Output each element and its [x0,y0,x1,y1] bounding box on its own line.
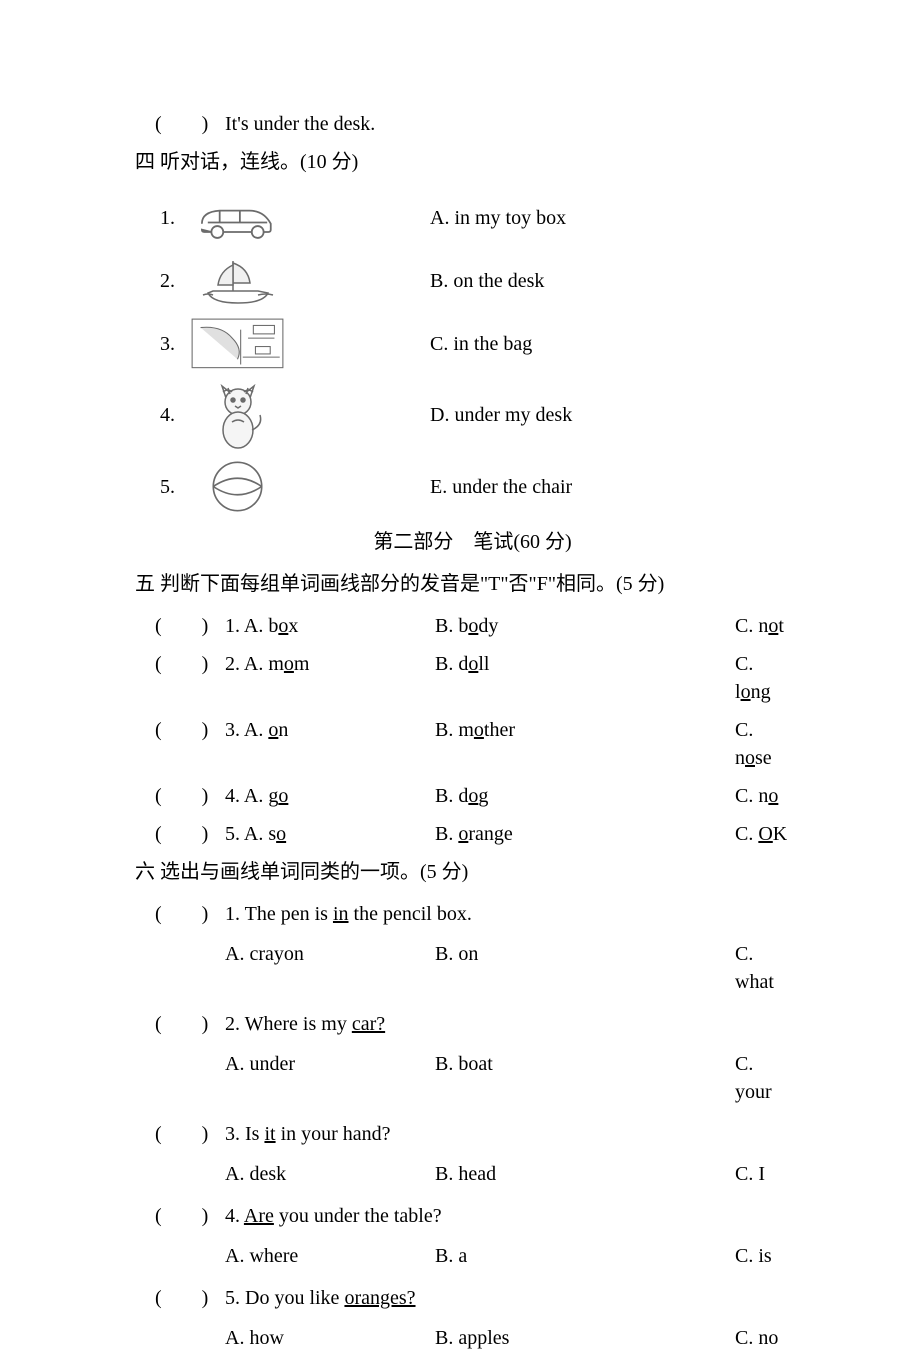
q6-options: A. howB. applesC. no [155,1324,790,1352]
match-row: 2. B. on the desk [155,253,790,308]
q5-row: ( )3. A. onB. motherC. nose [155,716,790,772]
option-a: 2. A. mom [225,650,435,706]
match-answer: A. in my toy box [430,204,790,232]
q6-question: ( )2. Where is my car? [155,1010,790,1038]
option-b: B. doll [435,650,735,706]
paren[interactable]: ( ) [155,900,225,928]
option-b: B. orange [435,820,735,848]
q5-row: ( )2. A. momB. dollC. long [155,650,790,706]
option-b: B. a [435,1242,735,1270]
option-b: B. head [435,1160,735,1188]
ship-icon [190,253,285,308]
match-row: 5. E. under the chair [155,459,790,514]
option-c: C. nose [735,716,790,772]
text: It's under the desk. [225,113,375,135]
paren[interactable]: ( ) [155,612,225,640]
option-a: A. crayon [225,940,435,996]
match-num: 4. [160,401,190,429]
paren[interactable]: ( ) [155,1202,225,1230]
option-c: C. not [735,612,790,640]
option-b: B. boat [435,1050,735,1106]
option-a: A. where [225,1242,435,1270]
q6-options: A. underB. boatC. your [155,1050,790,1106]
paren[interactable]: ( ) [155,782,225,810]
option-a: 3. A. on [225,716,435,772]
option-c: C. long [735,650,790,706]
option-c: C. I [735,1160,790,1188]
option-a: 5. A. so [225,820,435,848]
paren[interactable]: ( ) [155,650,225,706]
section6-title: 六 选出与画线单词同类的一项。(5 分) [135,858,790,886]
match-num: 1. [160,204,190,232]
map-icon [190,316,285,371]
match-answer: B. on the desk [430,267,790,295]
option-b: B. apples [435,1324,735,1352]
match-row: 3. C. in the bag [155,316,790,371]
option-c: C. is [735,1242,790,1270]
option-c: C. OK [735,820,790,848]
q5-row: ( )5. A. soB. orangeC. OK [155,820,790,848]
section4-title: 四 听对话，连线。(10 分) [135,148,790,176]
section5-title: 五 判断下面每组单词画线部分的发音是"T"否"F"相同。(5 分) [135,570,790,598]
paren[interactable]: ( ) [155,716,225,772]
question-text: 5. Do you like oranges? [225,1287,416,1309]
option-a: A. how [225,1324,435,1352]
paren[interactable]: ( ) [155,1010,225,1038]
q6-question: ( )4. Are you under the table? [155,1202,790,1230]
match-num: 2. [160,267,190,295]
match-answer: C. in the bag [430,330,790,358]
car-icon [190,190,285,245]
question-text: 2. Where is my car? [225,1013,385,1035]
paren[interactable]: ( ) [155,110,225,138]
ball-icon [190,459,285,514]
question-text: 1. The pen is in the pencil box. [225,903,472,925]
q5-row: ( )1. A. boxB. bodyC. not [155,612,790,640]
paren[interactable]: ( ) [155,1120,225,1148]
question-text: 4. Are you under the table? [225,1205,442,1227]
match-row: 4. D. under my desk [155,379,790,451]
cat-icon [190,380,285,450]
option-a: 4. A. go [225,782,435,810]
option-c: C. your [735,1050,790,1106]
match-num: 3. [160,330,190,358]
option-b: B. body [435,612,735,640]
part-header: 第二部分 笔试(60 分) [155,528,790,556]
q6-options: A. whereB. aC. is [155,1242,790,1270]
q6-question: ( )3. Is it in your hand? [155,1120,790,1148]
option-c: C. no [735,1324,790,1352]
q6-options: A. deskB. headC. I [155,1160,790,1188]
q6-options: A. crayonB. onC. what [155,940,790,996]
option-a: A. under [225,1050,435,1106]
paren[interactable]: ( ) [155,820,225,848]
match-num: 5. [160,473,190,501]
option-c: C. what [735,940,790,996]
question-text: 3. Is it in your hand? [225,1123,391,1145]
option-b: B. dog [435,782,735,810]
match-answer: E. under the chair [430,473,790,501]
option-a: 1. A. box [225,612,435,640]
option-a: A. desk [225,1160,435,1188]
q6-question: ( )1. The pen is in the pencil box. [155,900,790,928]
top-line: ( )It's under the desk. [155,110,790,138]
q6-question: ( )5. Do you like oranges? [155,1284,790,1312]
paren[interactable]: ( ) [155,1284,225,1312]
option-b: B. mother [435,716,735,772]
option-b: B. on [435,940,735,996]
q5-row: ( )4. A. goB. dogC. no [155,782,790,810]
option-c: C. no [735,782,790,810]
match-row: 1. A. in my toy box [155,190,790,245]
match-answer: D. under my desk [430,401,790,429]
